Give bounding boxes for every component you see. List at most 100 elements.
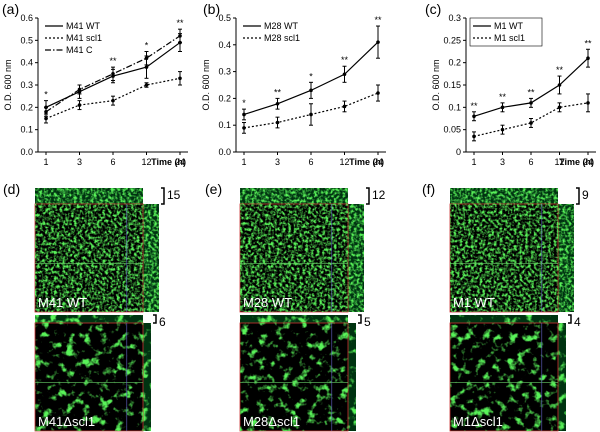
image-caption: M41Δscl1 (38, 414, 95, 429)
y-tick-label: 0.3 (218, 67, 231, 77)
data-point (529, 121, 533, 125)
xz-texture (240, 315, 348, 323)
y-tick-label: 0 (456, 147, 461, 157)
data-point (472, 134, 476, 139)
thickness-bracket (161, 187, 165, 205)
significance: ** (274, 87, 282, 97)
data-point (500, 105, 505, 110)
y-tick-label: 0.05 (443, 125, 461, 135)
legend-label: M1 scl1 (494, 33, 525, 43)
significance: ** (176, 18, 184, 28)
micrograph-texture (240, 204, 348, 312)
x-tick-label: 3 (77, 157, 82, 167)
x-tick-label: 1 (241, 157, 246, 167)
image-caption: M28Δscl1 (243, 414, 300, 429)
xz-texture (450, 315, 558, 323)
x-tick-label: 6 (528, 157, 533, 167)
significance: ** (584, 38, 592, 48)
x-tick-label: 6 (308, 157, 313, 167)
y-tick-label: 0.5 (20, 35, 33, 45)
significance: * (242, 98, 246, 108)
data-point (111, 98, 115, 103)
x-tick-label: 3 (500, 157, 505, 167)
significance: ** (109, 56, 117, 66)
data-point (342, 72, 347, 77)
micrograph-texture (450, 204, 558, 312)
x-tick-label: 1 (43, 157, 48, 167)
data-point (557, 105, 562, 110)
y-axis-label: O.D. 600 nm (201, 59, 211, 110)
yz-texture (143, 323, 151, 431)
data-point (77, 87, 82, 92)
legend-label: M41 WT (66, 21, 101, 31)
micrograph-texture (240, 323, 348, 431)
data-point (309, 112, 313, 117)
micrograph-texture (35, 204, 143, 312)
x-tick-label: 6 (110, 157, 115, 167)
yz-texture (558, 204, 574, 312)
micrograph-texture (35, 323, 143, 431)
x-axis-label: Time (h) (151, 157, 186, 167)
x-axis-label: Time (h) (559, 157, 594, 167)
legend-box (469, 17, 543, 47)
data-point (144, 65, 149, 69)
yz-texture (143, 204, 159, 312)
legend-label: M41 C (66, 45, 93, 55)
image-caption: M1Δscl1 (453, 414, 503, 429)
significance: ** (556, 65, 564, 75)
significance: * (44, 90, 48, 100)
xz-texture (240, 188, 348, 204)
series-line (473, 102, 589, 137)
panel-label: (e) (205, 181, 222, 197)
panel-label: (c) (425, 1, 441, 17)
thickness-bracket (358, 314, 362, 324)
image-caption: M1 WT (453, 295, 495, 310)
data-point (144, 56, 149, 60)
significance: * (309, 71, 313, 81)
significance: ** (527, 87, 535, 97)
legend-label: M28 scl1 (264, 33, 300, 43)
y-tick-label: 0.6 (20, 13, 33, 23)
data-point (586, 101, 590, 105)
data-point (500, 127, 505, 132)
y-tick-label: 0.3 (448, 13, 461, 23)
image-caption: M28 WT (243, 295, 292, 310)
y-tick-label: 0.0 (218, 147, 231, 157)
legend-label: M28 WT (264, 21, 299, 31)
data-point (309, 88, 313, 93)
panel-label: (d) (3, 181, 20, 197)
data-point (557, 83, 562, 87)
data-point (111, 72, 115, 76)
thickness-label: 6 (159, 315, 166, 329)
thickness-label: 5 (364, 315, 371, 329)
data-point (178, 76, 182, 81)
y-tick-label: 0.1 (20, 125, 33, 135)
thickness-bracket (576, 187, 580, 205)
x-tick-label: 3 (275, 157, 280, 167)
significance: ** (341, 55, 349, 65)
thickness-label: 12 (372, 188, 386, 202)
x-tick-label: 12 (141, 157, 151, 167)
significance: ** (374, 15, 382, 25)
data-point (144, 83, 149, 87)
data-point (178, 34, 182, 38)
x-axis-label: Time (h) (349, 157, 384, 167)
x-tick-label: 24 (583, 157, 593, 167)
y-axis-label: O.D. 600 nm (431, 59, 441, 110)
yz-texture (348, 204, 364, 312)
data-point (472, 114, 476, 119)
thickness-bracket (153, 314, 157, 324)
thickness-bracket (568, 314, 572, 324)
panel-label: (b) (203, 1, 220, 17)
significance: ** (470, 101, 478, 111)
yz-texture (558, 323, 566, 431)
panel-label: (a) (2, 1, 19, 17)
legend-label: M1 WT (494, 21, 523, 31)
xz-texture (450, 188, 558, 204)
x-tick-label: 1 (471, 157, 476, 167)
y-tick-label: 0.25 (443, 35, 461, 45)
y-tick-label: 0.4 (218, 40, 231, 50)
y-tick-label: 0.3 (20, 80, 33, 90)
data-point (242, 112, 246, 117)
